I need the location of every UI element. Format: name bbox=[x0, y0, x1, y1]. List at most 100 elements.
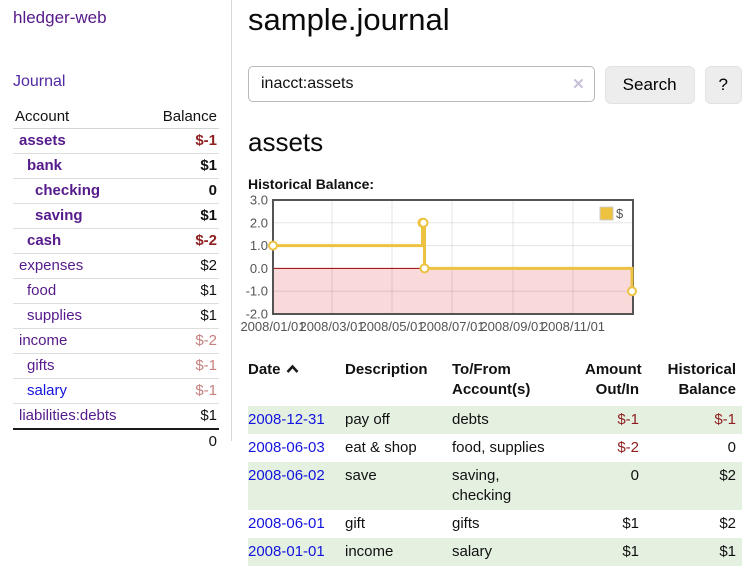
svg-text:0.0: 0.0 bbox=[250, 261, 268, 276]
account-row: expenses $2 bbox=[13, 253, 219, 279]
main-panel: sample.journal ✕ Search ? assets Histori… bbox=[240, 0, 742, 566]
transaction-balance: $1 bbox=[643, 538, 742, 566]
transaction-description: save bbox=[345, 462, 452, 510]
account-balance: $-1 bbox=[145, 378, 219, 404]
account-balance: $-1 bbox=[145, 353, 219, 379]
account-row: food $1 bbox=[13, 278, 219, 304]
app-brand-link[interactable]: hledger-web bbox=[13, 8, 107, 27]
transaction-amount: $-2 bbox=[617, 439, 639, 456]
transaction-balance: 0 bbox=[727, 439, 736, 456]
account-link[interactable]: saving bbox=[35, 207, 83, 224]
account-link[interactable]: expenses bbox=[19, 257, 84, 274]
transaction-accounts: salary bbox=[452, 538, 585, 566]
page-title: sample.journal bbox=[248, 2, 450, 37]
account-link[interactable]: checking bbox=[35, 182, 101, 199]
account-link[interactable]: cash bbox=[27, 232, 62, 249]
svg-text:1.0: 1.0 bbox=[250, 238, 268, 253]
transaction-accounts: gifts bbox=[452, 515, 480, 532]
account-row: saving $1 bbox=[13, 203, 219, 229]
transaction-amount: $1 bbox=[622, 515, 639, 532]
transaction-description: gift bbox=[345, 515, 366, 532]
sidebar-item-journal[interactable]: Journal bbox=[13, 73, 66, 90]
clear-search-icon[interactable]: ✕ bbox=[572, 76, 585, 93]
account-link[interactable]: gifts bbox=[27, 357, 55, 374]
accounts-total-value: 0 bbox=[145, 428, 219, 454]
account-link[interactable]: food bbox=[27, 282, 57, 299]
transaction-accounts: saving, checking bbox=[452, 462, 585, 510]
account-link[interactable]: assets bbox=[19, 132, 66, 149]
account-balance: 0 bbox=[145, 178, 219, 204]
sidebar: hledger-web Journal Account Balance asse… bbox=[0, 0, 232, 454]
svg-text:-2.0: -2.0 bbox=[246, 307, 268, 322]
transaction-description: income bbox=[345, 538, 452, 566]
accounts-header-account: Account bbox=[13, 105, 146, 129]
account-link[interactable]: liabilities:debts bbox=[19, 407, 117, 424]
chart-title-label: Historical Balance: bbox=[248, 176, 375, 192]
svg-text:2008/05/01: 2008/05/01 bbox=[359, 319, 424, 334]
account-balance: $1 bbox=[145, 403, 219, 429]
transaction-date-link[interactable]: 2008-06-01 bbox=[248, 515, 325, 532]
svg-text:2.0: 2.0 bbox=[250, 215, 268, 230]
account-row: assets $-1 bbox=[13, 128, 219, 154]
account-row: supplies $1 bbox=[13, 303, 219, 329]
transaction-balance: $-1 bbox=[643, 406, 742, 434]
svg-text:$: $ bbox=[616, 206, 624, 221]
svg-text:2008/03/01: 2008/03/01 bbox=[299, 319, 364, 334]
search-input[interactable] bbox=[248, 66, 595, 102]
register-header-accounts: To/From Account(s) bbox=[452, 361, 531, 398]
accounts-header-row: Account Balance bbox=[13, 105, 219, 129]
search-help-button[interactable]: ? bbox=[704, 66, 742, 104]
search-button[interactable]: Search bbox=[604, 66, 695, 104]
account-link[interactable]: salary bbox=[27, 382, 68, 399]
svg-text:2008/11/01: 2008/11/01 bbox=[541, 319, 605, 334]
account-balance: $-1 bbox=[145, 128, 219, 154]
transaction-row: 2008-06-02 save saving, checking 0 $2 bbox=[248, 462, 742, 510]
svg-text:3.0: 3.0 bbox=[250, 195, 268, 208]
account-balance: $1 bbox=[145, 303, 219, 329]
svg-text:-1.0: -1.0 bbox=[246, 284, 268, 299]
account-balance: $-2 bbox=[145, 328, 219, 354]
svg-text:2008/07/01: 2008/07/01 bbox=[419, 319, 484, 334]
transaction-row: 2008-06-03 eat & shop food, supplies $-2… bbox=[248, 434, 742, 462]
register-header-balance: Historical Balance bbox=[667, 361, 736, 398]
register-table: Date Description To/From Account(s) Amou… bbox=[248, 356, 742, 566]
transaction-amount: $1 bbox=[585, 538, 643, 566]
account-balance: $1 bbox=[145, 203, 219, 229]
svg-text:2008/01/01: 2008/01/01 bbox=[240, 319, 305, 334]
register-header-description: Description bbox=[345, 361, 428, 378]
account-row: liabilities:debts $1 bbox=[13, 403, 219, 429]
transaction-balance: $2 bbox=[719, 515, 736, 532]
account-row: income $-2 bbox=[13, 328, 219, 354]
search-form: ✕ Search ? bbox=[248, 66, 742, 104]
transaction-row: 2008-06-01 gift gifts $1 $2 bbox=[248, 510, 742, 538]
account-row: gifts $-1 bbox=[13, 353, 219, 379]
transaction-date-link[interactable]: 2008-01-01 bbox=[248, 543, 325, 560]
historical-balance-chart: 3.0 2.0 1.0 0.0 -1.0 -2.0 2008/01/01 2008/03/01… bbox=[240, 193, 670, 340]
account-link[interactable]: bank bbox=[27, 157, 63, 174]
transaction-description: pay off bbox=[345, 406, 452, 434]
accounts-table: Account Balance assets $-1 bank $1 check… bbox=[13, 105, 219, 454]
transaction-amount: 0 bbox=[585, 462, 643, 510]
account-balance: $-2 bbox=[145, 228, 219, 254]
account-row: salary $-1 bbox=[13, 378, 219, 404]
transaction-row: 2008-12-31 pay off debts $-1 $-1 bbox=[248, 406, 742, 434]
account-balance: $1 bbox=[145, 278, 219, 304]
accounts-total-row: 0 bbox=[13, 428, 219, 454]
transaction-description: eat & shop bbox=[345, 439, 417, 456]
register-header-row: Date Description To/From Account(s) Amou… bbox=[248, 356, 742, 406]
account-page-title: assets bbox=[248, 127, 324, 157]
accounts-header-balance: Balance bbox=[145, 105, 219, 129]
transaction-date-link[interactable]: 2008-06-03 bbox=[248, 439, 325, 456]
register-header-date[interactable]: Date bbox=[248, 356, 345, 406]
account-row: cash $-2 bbox=[13, 228, 219, 254]
transaction-date-link[interactable]: 2008-06-02 bbox=[248, 467, 325, 484]
transaction-row: 2008-01-01 income salary $1 $1 bbox=[248, 538, 742, 566]
account-balance: $2 bbox=[145, 253, 219, 279]
svg-text:2008/09/01: 2008/09/01 bbox=[480, 319, 545, 334]
account-link[interactable]: supplies bbox=[27, 307, 83, 324]
transaction-date-link[interactable]: 2008-12-31 bbox=[248, 411, 325, 428]
transaction-amount: $-1 bbox=[585, 406, 643, 434]
transaction-accounts: debts bbox=[452, 406, 585, 434]
transaction-accounts: food, supplies bbox=[452, 439, 545, 456]
account-link[interactable]: income bbox=[19, 332, 68, 349]
